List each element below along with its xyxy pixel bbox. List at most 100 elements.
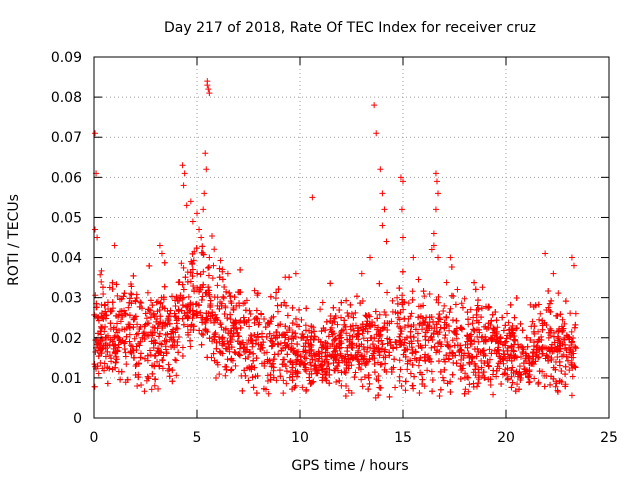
data-point — [216, 348, 223, 355]
data-point — [429, 388, 436, 395]
data-point — [200, 268, 207, 275]
data-point — [127, 348, 134, 355]
data-point — [425, 323, 432, 330]
data-point — [223, 366, 230, 373]
plot-frame — [93, 56, 610, 419]
data-point — [376, 311, 383, 318]
data-point — [291, 347, 298, 354]
data-point — [467, 306, 474, 313]
data-point — [409, 288, 416, 295]
data-point — [391, 356, 398, 363]
data-point — [303, 337, 310, 344]
data-point — [216, 334, 223, 341]
data-point — [184, 323, 191, 330]
data-point — [264, 377, 271, 384]
data-point — [311, 333, 318, 340]
data-point — [112, 343, 119, 350]
data-point — [416, 389, 423, 396]
data-point — [204, 78, 211, 85]
data-point — [252, 314, 259, 321]
data-point — [156, 349, 163, 356]
data-point — [396, 333, 403, 340]
data-point — [198, 330, 205, 337]
data-point — [376, 280, 383, 287]
data-point — [240, 344, 247, 351]
data-point — [175, 333, 182, 340]
data-point — [431, 343, 438, 350]
data-point — [180, 182, 187, 189]
data-point — [226, 289, 233, 296]
data-point — [92, 226, 99, 233]
data-point — [98, 278, 105, 285]
data-point — [227, 311, 234, 318]
data-point — [128, 300, 135, 307]
data-point — [108, 308, 115, 315]
data-point — [369, 341, 376, 348]
axis-ticks — [93, 56, 610, 419]
data-point — [230, 324, 237, 331]
data-point — [424, 367, 431, 374]
data-point — [240, 314, 247, 321]
data-point — [465, 316, 472, 323]
data-point — [545, 329, 552, 336]
data-point — [121, 346, 128, 353]
data-point — [370, 350, 377, 357]
data-point — [481, 350, 488, 357]
data-point — [317, 362, 324, 369]
data-point — [322, 340, 329, 347]
data-point — [505, 319, 512, 326]
data-point — [419, 322, 426, 329]
data-point — [174, 325, 181, 332]
data-point — [267, 318, 274, 325]
data-point — [441, 334, 448, 341]
data-point — [371, 361, 378, 368]
data-point — [386, 320, 393, 327]
data-point — [475, 297, 482, 304]
data-point — [206, 335, 213, 342]
data-point — [461, 350, 468, 357]
data-point — [410, 254, 417, 261]
data-point — [443, 314, 450, 321]
data-point — [172, 313, 179, 320]
data-point — [444, 341, 451, 348]
data-point — [465, 335, 472, 342]
data-point — [250, 350, 257, 357]
data-point — [310, 336, 317, 343]
data-point — [91, 383, 98, 390]
data-point — [179, 281, 186, 288]
data-point — [108, 355, 115, 362]
data-point — [394, 300, 401, 307]
data-point — [206, 287, 213, 294]
data-point — [179, 344, 186, 351]
data-point — [508, 373, 515, 380]
data-point — [155, 348, 162, 355]
data-point — [357, 300, 364, 307]
data-point — [319, 377, 326, 384]
data-point — [572, 364, 579, 371]
data-point — [112, 332, 119, 339]
y-tick-label: 0.01 — [51, 371, 82, 387]
data-point — [510, 327, 517, 334]
data-point — [277, 373, 284, 380]
data-point — [437, 324, 444, 331]
data-point — [98, 346, 105, 353]
data-point — [541, 383, 548, 390]
data-point — [145, 306, 152, 313]
data-point — [113, 353, 120, 360]
data-point — [349, 333, 356, 340]
data-point — [302, 322, 309, 329]
data-point — [475, 369, 482, 376]
data-point — [92, 348, 99, 355]
data-point — [343, 297, 350, 304]
data-point — [329, 341, 336, 348]
data-point — [206, 293, 213, 300]
data-point — [485, 363, 492, 370]
data-point — [516, 363, 523, 370]
data-point — [396, 357, 403, 364]
data-point — [562, 341, 569, 348]
data-point — [246, 349, 253, 356]
data-point — [440, 308, 447, 315]
data-point — [124, 376, 131, 383]
data-point — [289, 377, 296, 384]
data-point — [475, 319, 482, 326]
